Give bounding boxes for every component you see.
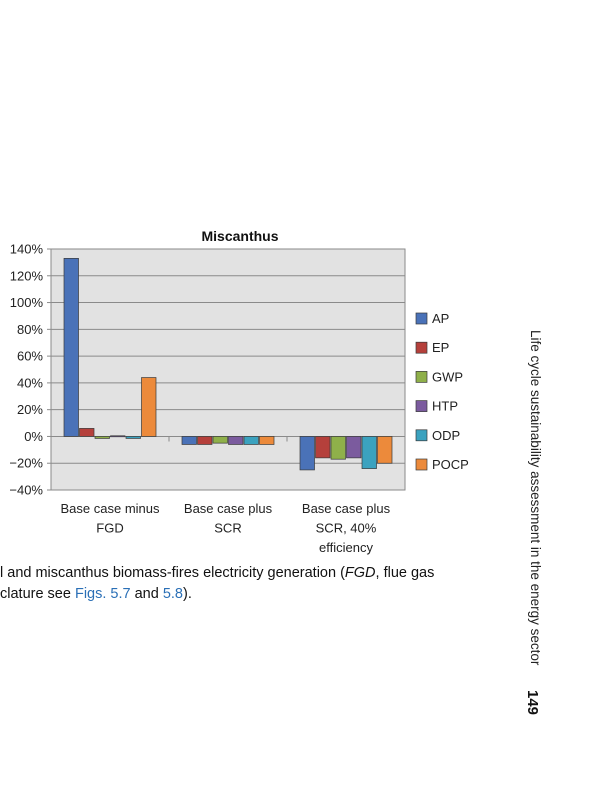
- y-tick-label: −40%: [9, 483, 43, 498]
- page-number: 149: [524, 690, 541, 716]
- bar-gwp-2: [212, 436, 228, 444]
- legend: AP EP GWP HTP ODP POCP: [415, 311, 469, 472]
- miscanthus-bar-chart: Miscanthus 140% 120% 100% 80% 60% 40% 20% 0% −20…: [9, 228, 469, 555]
- figure-reference-link[interactable]: 5.8: [162, 586, 183, 602]
- bar-ap-1: [63, 258, 79, 437]
- legend-label-gwp: GWP: [432, 369, 463, 384]
- bar-ep-1: [79, 428, 95, 437]
- figure-caption: l and miscanthus biomass-fires electrici…: [0, 563, 520, 605]
- bar-odp-2: [243, 436, 259, 445]
- legend-swatch-ap: [415, 312, 428, 325]
- x-tick-label: Base case plus: [302, 501, 391, 516]
- x-axis-ticks: Base case minus FGD Base case plus SCR Base …: [61, 501, 391, 555]
- figure-reference-link[interactable]: Figs. 5.7: [74, 586, 131, 602]
- bar-htp-3: [346, 436, 362, 459]
- bar-pocp-2: [259, 436, 275, 445]
- caption-line-1: l and miscanthus biomass-fires electrici…: [0, 563, 520, 584]
- y-tick-label: 120%: [10, 268, 44, 283]
- x-tick-label: SCR: [214, 521, 241, 536]
- y-tick-label: 40%: [17, 375, 43, 390]
- x-tick-label: Base case plus: [184, 501, 273, 516]
- bar-gwp-1: [94, 436, 110, 439]
- legend-swatch-ep: [415, 341, 428, 354]
- bar-pocp-3: [377, 436, 393, 464]
- caption-line-2: clature see Figs. 5.7 and 5.8).: [0, 584, 520, 605]
- caption-text: and: [130, 586, 163, 602]
- bar-ap-2: [181, 436, 197, 445]
- legend-swatch-pocp: [415, 458, 428, 471]
- x-tick-label: efficiency: [319, 540, 373, 555]
- y-tick-label: 0%: [24, 429, 43, 444]
- y-tick-label: −20%: [9, 456, 43, 471]
- bar-ap-3: [299, 436, 315, 471]
- legend-swatch-htp: [415, 400, 428, 412]
- caption-text: l and miscanthus biomass-fires electrici…: [0, 565, 345, 581]
- bar-gwp-3: [330, 436, 346, 460]
- legend-swatch-odp: [415, 429, 428, 442]
- chart-title: Miscanthus: [201, 228, 278, 244]
- x-tick-label: FGD: [96, 521, 123, 536]
- bar-odp-3: [361, 436, 377, 469]
- legend-label-pocp: POCP: [432, 457, 469, 472]
- y-axis-ticks: 140% 120% 100% 80% 60% 40% 20% 0% −20% −40%: [9, 242, 43, 498]
- caption-text: ).: [183, 586, 192, 602]
- bar-htp-1: [110, 435, 126, 438]
- y-tick-label: 80%: [17, 322, 43, 337]
- bar-ep-2: [197, 436, 213, 445]
- bar-htp-2: [228, 436, 244, 445]
- caption-text: , flue gas: [375, 565, 435, 581]
- bar-ep-3: [315, 436, 331, 459]
- plot-area: [50, 248, 406, 491]
- legend-label-htp: HTP: [432, 399, 458, 414]
- gridlines: [47, 248, 405, 491]
- bar-odp-1: [125, 436, 141, 439]
- legend-swatch-gwp: [415, 371, 428, 383]
- caption-text: clature see: [0, 586, 75, 602]
- caption-abbrev: FGD: [344, 565, 376, 581]
- x-tick-label: Base case minus: [61, 501, 160, 516]
- y-tick-label: 60%: [17, 349, 43, 364]
- bars: [63, 258, 393, 471]
- y-tick-label: 140%: [10, 242, 44, 257]
- x-tick-label: SCR, 40%: [316, 521, 377, 536]
- legend-label-odp: ODP: [432, 428, 460, 443]
- legend-label-ap: AP: [432, 311, 449, 326]
- bar-pocp-1: [141, 377, 157, 437]
- running-head: Life cycle sustainability assessment in …: [528, 330, 543, 666]
- y-tick-label: 100%: [10, 295, 44, 310]
- y-tick-label: 20%: [17, 402, 43, 417]
- legend-label-ep: EP: [432, 340, 449, 355]
